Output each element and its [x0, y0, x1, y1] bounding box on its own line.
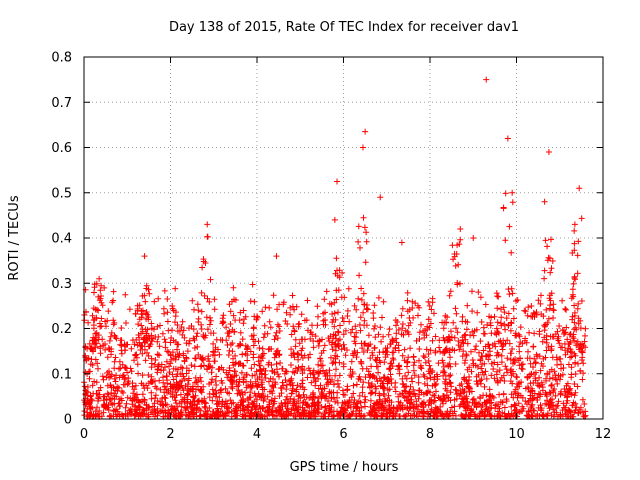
outlier-point [204, 221, 211, 228]
x-tick-label: 6 [339, 427, 347, 442]
scatter-markers [81, 190, 589, 420]
outlier-point [457, 225, 464, 232]
y-tick-label: 0.7 [51, 96, 72, 111]
x-tick-label: 10 [508, 427, 525, 442]
outlier-point [331, 216, 338, 223]
x-tick-label: 8 [426, 427, 434, 442]
y-axis-label: ROTI / TECUs [7, 195, 22, 280]
outlier-point [571, 221, 578, 228]
x-tick-label: 0 [80, 427, 88, 442]
outlier-point [483, 76, 490, 83]
x-tick-label: 12 [595, 427, 612, 442]
outlier-point [541, 198, 548, 205]
y-tick-label: 0.1 [51, 367, 72, 382]
outlier-point [576, 185, 583, 192]
y-tick-label: 0.2 [51, 322, 72, 337]
outlier-point [504, 135, 511, 142]
chart-title: Day 138 of 2015, Rate Of TEC Index for r… [169, 20, 519, 35]
outlier-point [96, 275, 103, 282]
x-tick-label: 4 [253, 427, 261, 442]
y-tick-label: 0.6 [51, 141, 72, 156]
x-axis-label: GPS time / hours [290, 460, 399, 475]
outlier-point [362, 128, 369, 135]
axis-ticks: 0 2 4 6 8 10 12 0 0.1 0.2 0.3 0.4 0.5 0.6 0.7 0.8 [51, 51, 611, 443]
outlier-point [273, 253, 280, 260]
outlier-point [509, 189, 516, 196]
y-tick-label: 0.8 [51, 51, 72, 66]
outlier-point [334, 178, 341, 185]
y-tick-label: 0 [64, 413, 72, 428]
x-tick-label: 2 [166, 427, 174, 442]
y-tick-label: 0.3 [51, 277, 72, 292]
outlier-point [398, 239, 405, 246]
outlier-point [359, 144, 366, 151]
outlier-point [545, 149, 552, 156]
y-tick-label: 0.5 [51, 186, 72, 201]
data-points [81, 76, 589, 420]
outlier-point [470, 235, 477, 241]
y-tick-label: 0.4 [51, 232, 72, 247]
outlier-point [377, 194, 384, 201]
outlier-point [141, 253, 148, 260]
grid-lines [84, 57, 603, 419]
